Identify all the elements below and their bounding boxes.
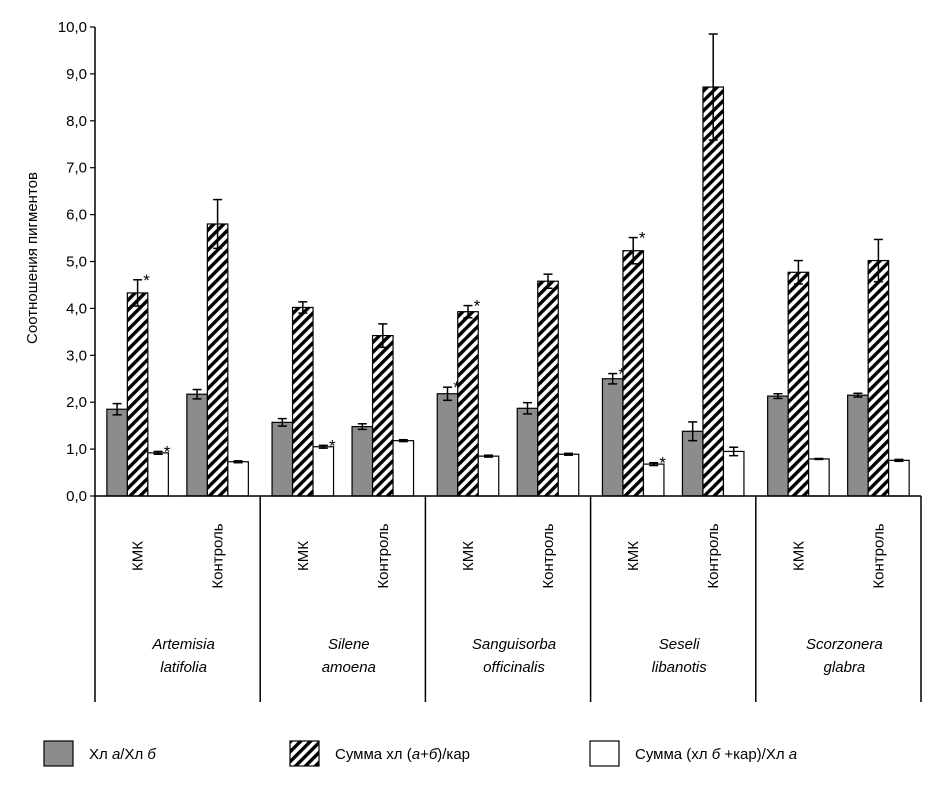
legend: Хл а/Хл б Сумма хл (а+б)/кар Сумма (хл б +… xyxy=(43,740,797,767)
y-tick-label: 0,0 xyxy=(66,488,87,505)
significance-star: * xyxy=(143,271,150,290)
bar xyxy=(557,453,580,497)
bar xyxy=(392,440,415,497)
category-label: Контроль xyxy=(375,523,392,588)
bar xyxy=(291,306,314,497)
species-label: libanotis xyxy=(652,659,708,676)
species-label: amoena xyxy=(322,659,376,676)
species-label: officinalis xyxy=(483,659,545,676)
bar xyxy=(106,408,128,497)
bar xyxy=(271,421,294,497)
y-tick-label: 1,0 xyxy=(66,441,87,458)
y-axis-label: Соотношения пигментов xyxy=(24,172,41,344)
category-label: КМК xyxy=(295,541,312,571)
significance-star: * xyxy=(659,454,666,473)
species-label: Scorzonera xyxy=(806,636,883,653)
species-label: Seseli xyxy=(659,636,701,653)
category-label: КМК xyxy=(460,541,477,571)
y-tick-label: 3,0 xyxy=(66,347,87,364)
species-label: glabra xyxy=(824,659,866,676)
significance-star: * xyxy=(618,365,625,384)
species-label: Sanguisorba xyxy=(472,636,556,653)
y-tick-label: 6,0 xyxy=(66,207,87,224)
y-tick-label: 7,0 xyxy=(66,160,87,177)
bars: * * * * * * * * xyxy=(106,33,910,497)
bar xyxy=(126,292,149,497)
significance-star: * xyxy=(329,436,336,455)
bar xyxy=(702,86,725,497)
category-label: Контроль xyxy=(870,523,887,588)
bar xyxy=(477,455,500,497)
bar xyxy=(206,223,229,497)
bar xyxy=(371,335,394,497)
category-labels: КМК Контроль Artemisia latifolia КМК Контроль… xyxy=(130,523,888,676)
bar xyxy=(847,394,869,497)
bar xyxy=(867,259,890,497)
y-tick-label: 5,0 xyxy=(66,254,87,271)
bar xyxy=(601,378,624,497)
legend-label: Сумма (хл б +кар)/Хл а xyxy=(635,746,797,763)
legend-label: Сумма хл (а+б)/кар xyxy=(335,746,470,763)
significance-star: * xyxy=(164,442,171,461)
category-label: Контроль xyxy=(210,523,227,588)
bar xyxy=(186,393,208,497)
y-tick-label: 10,0 xyxy=(58,19,87,36)
category-label: КМК xyxy=(625,541,642,571)
significance-star: * xyxy=(453,378,460,397)
legend-label: Хл а/Хл б xyxy=(89,746,156,763)
bar xyxy=(722,450,745,497)
bar xyxy=(622,250,645,497)
axes: 0,0 1,0 2,0 3,0 4,0 5,0 6,0 7,0 8,0 9,0 10,0 xyxy=(58,19,922,702)
y-tick-label: 9,0 xyxy=(66,66,87,83)
legend-swatch xyxy=(589,740,620,767)
y-tick-label: 2,0 xyxy=(66,394,87,411)
species-label: Silene xyxy=(328,636,370,653)
bar xyxy=(767,395,789,497)
bar xyxy=(436,393,459,497)
significance-star: * xyxy=(474,297,481,316)
category-label: Контроль xyxy=(705,523,722,588)
legend-swatch xyxy=(43,740,74,767)
bar xyxy=(787,271,810,497)
legend-swatch xyxy=(289,740,320,767)
bar xyxy=(516,407,539,497)
bar xyxy=(537,280,559,497)
category-label: КМК xyxy=(130,541,147,571)
y-tick-label: 4,0 xyxy=(66,300,87,317)
bar xyxy=(888,459,910,497)
category-label: КМК xyxy=(790,541,807,571)
bar xyxy=(808,458,830,497)
species-label: latifolia xyxy=(160,659,207,676)
species-label: Artemisia xyxy=(151,636,215,653)
significance-star: * xyxy=(639,229,646,248)
bar xyxy=(227,461,249,497)
bar xyxy=(351,425,374,497)
category-label: Контроль xyxy=(540,523,557,588)
y-tick-label: 8,0 xyxy=(66,113,87,130)
bar xyxy=(457,311,479,497)
